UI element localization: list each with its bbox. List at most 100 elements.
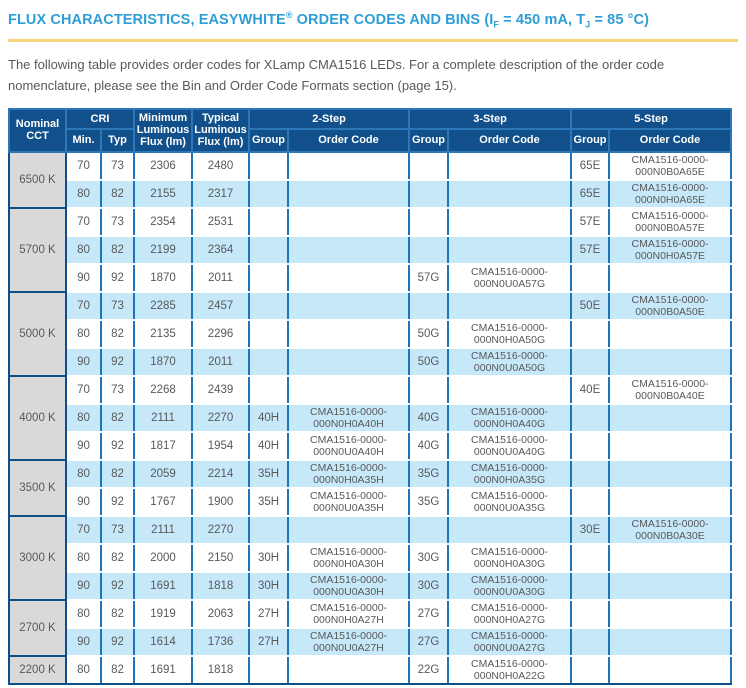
order-code-2step-cell [287,374,411,405]
order-code-2step-cell [287,234,411,265]
cri-min-cell: 80 [65,318,102,349]
cct-group-cell: 4000 K [8,374,67,461]
group-3step-cell [408,178,450,209]
group-3step-cell: 40G [408,402,450,433]
min-flux-cell: 2111 [133,514,194,545]
order-code-5step-cell [608,570,733,601]
min-flux-cell: 2059 [133,458,194,489]
subscript-j: J [585,19,591,30]
table-row: 90 92 1870 2011 50G CMA1516-0000-000N0U0A50G [9,346,733,377]
order-code-5step-cell [608,458,733,489]
cri-typ-cell: 73 [99,206,136,237]
header-5step-group: Group [570,127,611,153]
header-3step-group: Group [408,127,450,153]
header-min-flux: Minimum Luminous Flux (lm) [133,107,194,153]
cri-typ-cell: 73 [99,514,136,545]
table-row: 3000 K 70 73 2111 2270 30E CMA1516-0000-000N0B… [8,514,733,601]
group-2step-cell [248,206,290,237]
order-code-3step-cell [447,234,573,265]
min-flux-cell: 1870 [133,346,194,377]
group-2step-cell: 40H [248,402,290,433]
group-3step-cell: 50G [408,318,450,349]
typ-flux-cell: 2480 [191,150,251,181]
order-code-2step-cell [287,346,411,377]
order-code-3step-cell: CMA1516-0000-000N0U0A27G [447,626,573,657]
typ-flux-cell: 1818 [191,654,251,685]
group-2step-cell [248,654,290,685]
order-code-5step-cell: CMA1516-0000-000N0B0A65E [608,150,733,181]
header-5step-order-code: Order Code [608,127,733,153]
group-5step-cell [570,262,611,293]
order-code-2step-cell: CMA1516-0000-000N0H0A30H [287,542,411,573]
order-code-2step-cell [287,206,411,237]
order-code-3step-cell [447,150,573,181]
title-text: ORDER CODES AND BINS (I [292,11,494,28]
table-row: 2700 K 80 82 1919 2063 27H CMA1516-0000-000N0H… [8,598,733,657]
registered-trademark-symbol: ® [285,10,293,20]
typ-flux-cell: 2439 [191,374,251,405]
group-5step-cell: 40E [570,374,611,405]
order-code-5step-cell: CMA1516-0000-000N0H0A65E [608,178,733,209]
subscript-f: F [493,19,500,30]
order-code-2step-cell [287,514,411,545]
title-text: = 450 mA, T [499,11,586,28]
group-2step-cell: 30H [248,542,290,573]
order-code-5step-cell [608,430,733,461]
cri-min-cell: 70 [65,514,102,545]
group-5step-cell [570,654,611,685]
header-5step: 5-Step [570,107,733,130]
group-5step-cell: 57E [570,234,611,265]
header-3step-order-code: Order Code [447,127,573,153]
cri-typ-cell: 82 [99,654,136,685]
order-code-3step-cell: CMA1516-0000-000N0U0A35G [447,486,573,517]
cct-group-cell: 2200 K [8,654,67,685]
group-3step-cell: 35G [408,458,450,489]
group-5step-cell [570,486,611,517]
min-flux-cell: 1614 [133,626,194,657]
table-row: 3500 K 80 82 2059 2214 35H CMA1516-0000-000N0H… [8,458,733,517]
table-row: 90 92 1691 1818 30H CMA1516-0000-000N0U0A30H 3… [9,570,733,601]
group-2step-cell: 40H [248,430,290,461]
typ-flux-cell: 2364 [191,234,251,265]
order-code-2step-cell: CMA1516-0000-000N0U0A30H [287,570,411,601]
table-row: 80 82 2135 2296 50G CMA1516-0000-000N0H0A50G [9,318,733,349]
group-5step-cell: 50E [570,290,611,321]
header-cri-min: Min. [65,127,102,153]
table-row: 90 92 1614 1736 27H CMA1516-0000-000N0U0A27H 2… [9,626,733,657]
table-row: 5000 K 70 73 2285 2457 50E CMA1516-0000-000N0B… [8,290,733,377]
order-code-2step-cell: CMA1516-0000-000N0U0A35H [287,486,411,517]
order-code-3step-cell: CMA1516-0000-000N0H0A50G [447,318,573,349]
group-3step-cell: 27G [408,626,450,657]
header-cri: CRI [64,107,136,130]
group-2step-cell: 35H [248,486,290,517]
order-code-5step-cell: CMA1516-0000-000N0B0A57E [608,206,733,237]
min-flux-cell: 2268 [133,374,194,405]
order-code-3step-cell [447,206,573,237]
table-row: 90 92 1870 2011 57G CMA1516-0000-000N0U0A57G [9,262,733,293]
order-code-5step-cell [608,318,733,349]
table-row: 2200 K 80 82 1691 1818 22G CMA1516-0000-000N0H… [8,654,733,685]
group-3step-cell [408,374,450,405]
cri-typ-cell: 82 [99,318,136,349]
order-code-5step-cell [608,402,733,433]
typ-flux-cell: 2531 [191,206,251,237]
order-code-2step-cell [287,654,411,685]
title-text: FLUX CHARACTERISTICS, EASYWHITE [8,11,286,28]
cri-typ-cell: 73 [99,150,136,181]
intro-paragraph: The following table provides order codes… [8,56,665,93]
cri-min-cell: 70 [65,206,102,237]
table-row: 80 82 2155 2317 65E CMA1516-0000-000N0H0A65E [9,178,733,209]
table-row: 80 82 2199 2364 57E CMA1516-0000-000N0H0A57E [9,234,733,265]
order-code-3step-cell: CMA1516-0000-000N0U0A40G [447,430,573,461]
typ-flux-cell: 2296 [191,318,251,349]
min-flux-cell: 1767 [133,486,194,517]
group-2step-cell [248,514,290,545]
min-flux-cell: 1817 [133,430,194,461]
order-code-3step-cell [447,374,573,405]
order-code-5step-cell [608,486,733,517]
cri-min-cell: 80 [65,402,102,433]
group-3step-cell: 27G [408,598,450,629]
group-5step-cell [570,458,611,489]
order-code-3step-cell: CMA1516-0000-000N0H0A27G [447,598,573,629]
group-5step-cell [570,570,611,601]
